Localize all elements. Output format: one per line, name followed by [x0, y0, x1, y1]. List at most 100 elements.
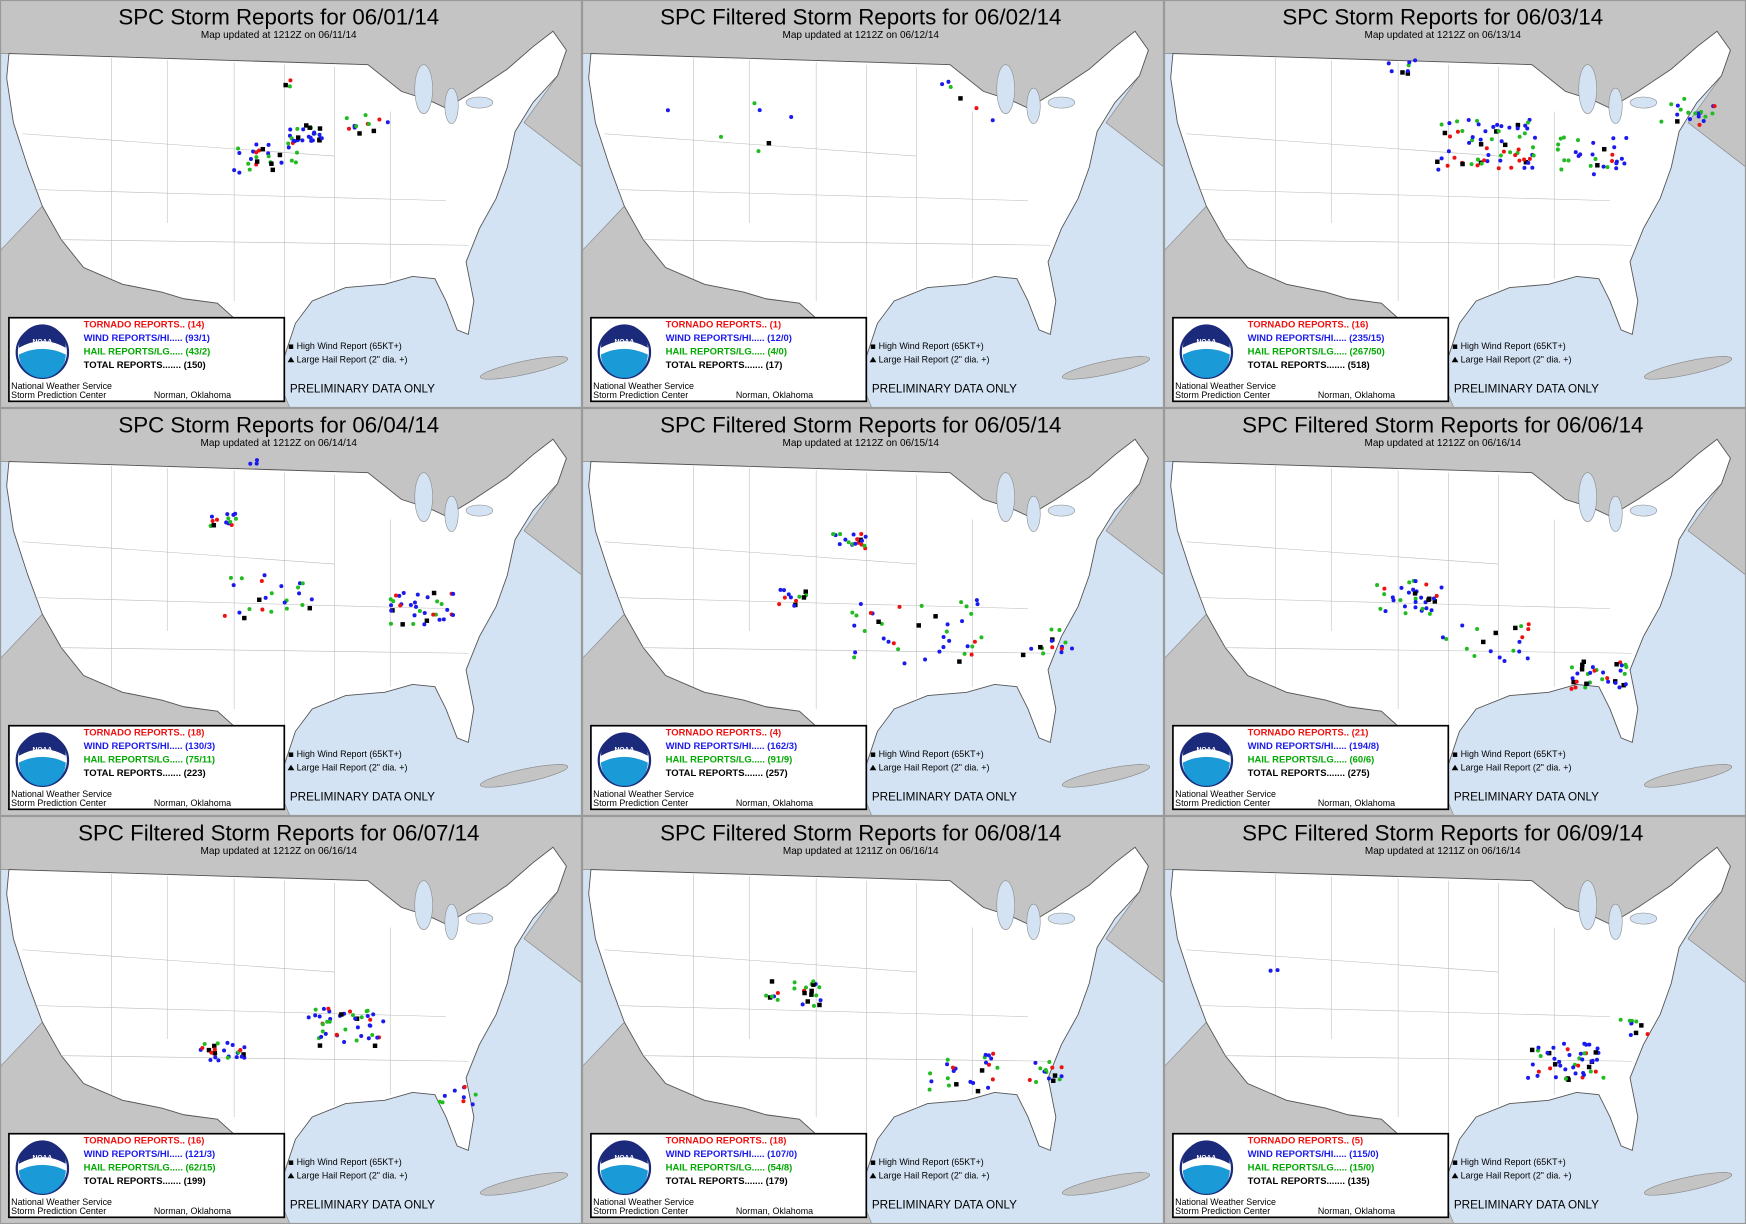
panel-border	[582, 0, 1164, 408]
report-marker	[843, 537, 848, 542]
report-marker	[1682, 96, 1687, 101]
legend-large-hail: Large Hail Report (2" dia. +)	[879, 354, 990, 364]
report-marker	[266, 142, 271, 147]
report-marker	[1687, 117, 1692, 122]
map-panel: SPC Filtered Storm Reports for 06/02/14M…	[582, 0, 1164, 408]
report-marker	[769, 979, 775, 984]
great-lake	[996, 880, 1015, 930]
report-marker	[891, 641, 896, 646]
state-line	[33, 1005, 446, 1017]
legend-high-wind: High Wind Report (65KT+)	[297, 749, 402, 759]
report-marker	[1594, 1057, 1599, 1062]
footer-agency: National Weather Service	[11, 789, 112, 799]
report-marker	[945, 1076, 950, 1081]
report-marker	[1587, 1042, 1592, 1047]
report-marker	[945, 622, 950, 627]
report-marker	[1413, 596, 1418, 601]
map-title: SPC Filtered Storm Reports for 06/05/14	[660, 413, 1061, 438]
state-line	[1225, 1055, 1633, 1062]
noaa-logo-top	[1182, 1140, 1230, 1164]
legend-large-hail: Large Hail Report (2" dia. +)	[297, 1170, 408, 1180]
report-marker	[1489, 137, 1494, 142]
report-marker	[809, 992, 814, 997]
report-marker	[1407, 580, 1412, 585]
report-count: TORNADO REPORTS.. (14)	[84, 320, 205, 331]
report-marker	[1475, 163, 1480, 168]
report-marker	[230, 1043, 235, 1048]
report-marker	[206, 1047, 212, 1053]
report-marker	[1639, 1023, 1644, 1028]
report-marker	[238, 1048, 243, 1053]
report-marker	[1447, 121, 1452, 126]
noaa-logo-bottom	[18, 756, 66, 786]
report-marker	[254, 155, 259, 160]
panel-border	[1164, 816, 1746, 1224]
report-marker	[1405, 69, 1410, 74]
report-marker	[1455, 119, 1460, 124]
report-marker	[239, 576, 244, 581]
report-marker	[989, 1056, 994, 1061]
footer-center: Storm Prediction Center	[593, 798, 688, 808]
report-marker	[1431, 596, 1436, 601]
report-marker	[1517, 158, 1522, 163]
report-marker	[266, 154, 271, 159]
report-marker	[254, 458, 259, 463]
report-marker	[269, 609, 274, 614]
report-marker	[1485, 159, 1490, 164]
report-marker	[1701, 118, 1706, 123]
report-marker	[294, 150, 299, 155]
report-count: TOTAL REPORTS....... (135)	[1248, 1176, 1370, 1187]
report-count: HAIL REPORTS/LG..... (91/9)	[666, 754, 793, 765]
report-marker	[346, 126, 351, 131]
preliminary-note: PRELIMINARY DATA ONLY	[872, 790, 1017, 803]
panel-border	[1164, 0, 1746, 408]
report-marker	[348, 1009, 353, 1014]
map-panel: SPC Filtered Storm Reports for 06/09/14M…	[1164, 816, 1746, 1224]
great-lake	[1578, 472, 1597, 522]
great-lake	[465, 504, 494, 517]
report-marker	[1567, 1052, 1572, 1057]
report-marker	[1558, 136, 1563, 141]
report-marker	[775, 990, 780, 995]
great-lake	[1629, 96, 1658, 109]
report-marker	[817, 985, 822, 990]
great-lake	[1608, 903, 1623, 941]
report-marker	[277, 152, 283, 158]
footer-location: Norman, Oklahoma	[736, 798, 813, 808]
legend-high-wind: High Wind Report (65KT+)	[879, 1157, 984, 1167]
report-marker	[412, 613, 417, 618]
state-line	[643, 1055, 1051, 1062]
map-title: SPC Filtered Storm Reports for 06/06/14	[1242, 413, 1643, 438]
report-marker	[1611, 136, 1616, 141]
report-marker	[853, 650, 858, 655]
noaa-logo-text: NOAA	[1197, 746, 1217, 753]
report-marker	[1526, 622, 1531, 627]
footer-location: Norman, Oklahoma	[736, 390, 813, 400]
map-title: SPC Storm Reports for 06/04/14	[118, 413, 439, 438]
report-marker	[1413, 579, 1418, 584]
report-marker	[1525, 126, 1530, 131]
state-line	[615, 597, 1028, 609]
report-marker	[962, 651, 967, 656]
report-marker	[254, 461, 259, 466]
great-lake	[1629, 912, 1658, 925]
report-count: TORNADO REPORTS.. (16)	[84, 1136, 205, 1147]
report-marker	[1424, 606, 1429, 611]
report-marker	[233, 516, 238, 521]
report-marker	[1050, 1065, 1055, 1070]
state-line	[643, 239, 1051, 246]
report-marker	[1696, 111, 1701, 116]
noaa-logo-bottom	[1182, 756, 1230, 786]
footer-agency: National Weather Service	[11, 381, 112, 391]
usa	[588, 846, 1149, 1185]
report-marker	[371, 128, 377, 134]
report-marker	[1593, 1050, 1599, 1055]
report-marker	[1517, 639, 1522, 644]
legend-large-hail: Large Hail Report (2" dia. +)	[297, 762, 408, 772]
noaa-logo-bottom	[600, 1164, 648, 1194]
report-marker	[1445, 163, 1450, 168]
report-marker	[353, 1016, 358, 1021]
report-marker	[308, 135, 313, 140]
report-marker	[957, 659, 962, 664]
report-count: TOTAL REPORTS....... (518)	[1248, 360, 1370, 371]
